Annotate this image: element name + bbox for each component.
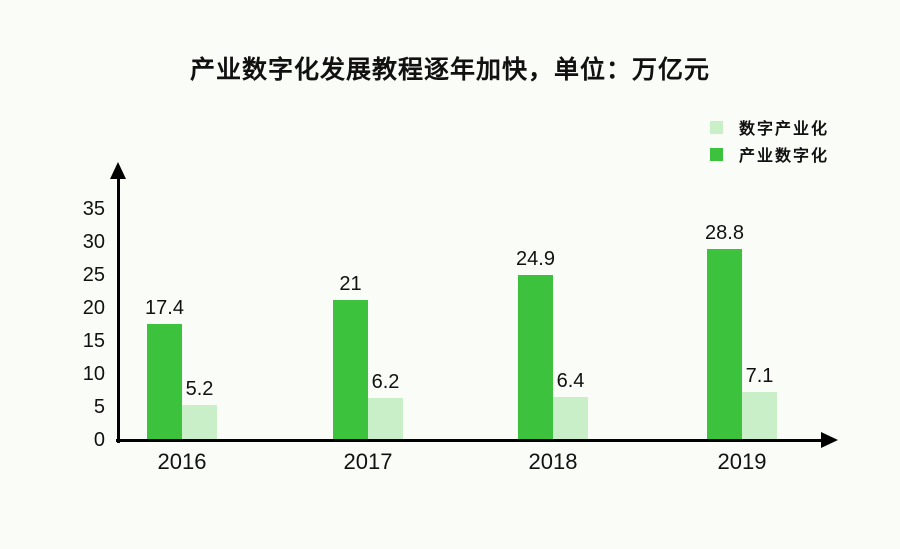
bar-数字产业化-2019 [742,392,777,439]
bar-value-label: 5.2 [185,378,214,400]
chart-title: 产业数字化发展教程逐年加快，单位：万亿元 [189,56,710,84]
x-tick-label: 2018 [528,449,578,474]
bar-value-label: 6.4 [556,370,585,392]
y-tick-label: 10 [82,363,105,385]
bar-数字产业化-2017 [368,398,403,439]
y-tick-label: 0 [93,429,105,451]
legend-swatch-dark-green-icon [710,147,723,161]
x-tick-label: 2019 [717,449,767,474]
y-tick-label: 20 [82,297,105,319]
y-axis-line [117,172,120,443]
y-tick-label: 15 [82,330,105,352]
y-tick-label: 30 [82,231,105,253]
bar-数字产业化-2016 [182,405,217,439]
bar-value-label: 17.4 [145,297,184,319]
x-axis-arrow-icon [821,432,838,448]
y-axis-arrow-icon [110,162,126,179]
legend-swatch-light-green-icon [710,120,723,134]
bar-产业数字化-2017 [333,300,368,439]
bar-value-label: 24.9 [516,248,555,270]
bar-value-label: 7.1 [745,365,774,387]
legend-label: 数字产业化 [739,121,830,138]
bar-产业数字化-2016 [147,324,182,439]
x-tick-label: 2016 [157,449,207,474]
legend-item-industry-digitalization: 产业数字化 [710,143,829,165]
bar-value-label: 6.2 [371,371,400,393]
bar-value-label: 28.8 [705,222,744,244]
x-tick-label: 2017 [343,449,393,474]
chart-legend: 数字产业化 产业数字化 [710,116,829,170]
y-tick-label: 5 [93,396,105,418]
legend-item-digital-industrialization: 数字产业化 [710,116,829,138]
bar-value-label: 21 [339,273,362,295]
bar-产业数字化-2019 [707,249,742,439]
bar-数字产业化-2018 [553,397,588,439]
legend-label: 产业数字化 [739,148,830,165]
bar-产业数字化-2018 [518,275,553,439]
y-tick-label: 25 [82,264,105,286]
y-tick-label: 35 [82,198,105,220]
x-axis-line [116,439,822,442]
